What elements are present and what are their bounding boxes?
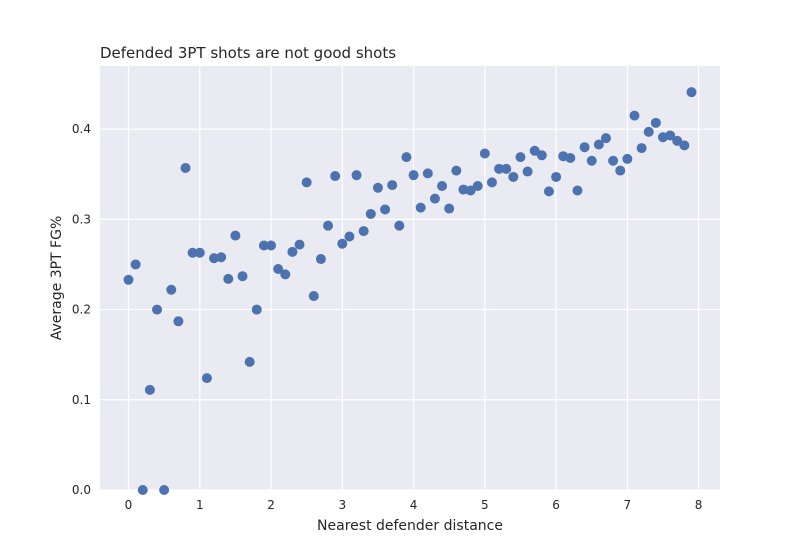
data-point	[600, 133, 611, 144]
data-point	[629, 110, 640, 121]
x-tick-label: 2	[267, 498, 275, 512]
data-point	[565, 153, 576, 164]
x-tick-label: 6	[552, 498, 560, 512]
data-point	[287, 246, 298, 257]
x-axis-label: Nearest defender distance	[317, 518, 503, 534]
data-point	[180, 162, 191, 173]
y-tick-labels: 0.0 0.1 0.2 0.3 0.4	[72, 122, 91, 497]
data-point	[501, 163, 512, 174]
data-point	[508, 171, 519, 182]
chart-title: Defended 3PT shots are not good shots	[100, 44, 396, 62]
data-point	[422, 168, 433, 179]
data-point	[479, 148, 490, 159]
x-tick-label: 0	[125, 498, 133, 512]
data-points	[123, 87, 697, 495]
data-point	[237, 271, 248, 282]
data-point	[173, 316, 184, 327]
grid-lines	[100, 66, 720, 491]
data-point	[251, 304, 262, 315]
data-point	[387, 180, 398, 191]
data-point	[551, 171, 562, 182]
data-point	[472, 180, 483, 191]
data-point	[650, 117, 661, 128]
x-tick-label: 4	[410, 498, 418, 512]
data-point	[636, 143, 647, 154]
data-point	[437, 180, 448, 191]
y-tick-label: 0.4	[72, 122, 91, 136]
data-point	[586, 155, 597, 166]
data-point	[494, 163, 505, 174]
data-point	[315, 254, 326, 265]
data-point	[444, 203, 455, 214]
data-point	[230, 230, 241, 241]
data-point	[159, 485, 170, 495]
data-point	[273, 263, 284, 274]
data-point	[166, 284, 177, 295]
data-point	[187, 247, 198, 258]
data-point	[294, 239, 305, 250]
data-point	[380, 204, 391, 215]
data-point	[665, 130, 676, 141]
data-point	[579, 142, 590, 153]
data-point	[615, 165, 626, 176]
x-tick-label: 8	[695, 498, 703, 512]
data-point	[123, 274, 134, 285]
data-point	[130, 259, 141, 270]
data-point	[330, 171, 341, 182]
data-point	[529, 145, 540, 156]
data-point	[308, 291, 319, 302]
data-point	[643, 126, 654, 137]
data-point	[429, 193, 440, 204]
data-point	[344, 231, 355, 242]
plot-background	[100, 66, 720, 490]
data-point	[216, 252, 227, 263]
data-point	[137, 485, 148, 495]
data-point	[301, 177, 312, 188]
x-tick-labels: 0 1 2 3 4 5 6 7 8	[125, 498, 703, 512]
data-point	[223, 273, 234, 284]
data-point	[351, 170, 362, 181]
data-point	[244, 356, 255, 367]
data-point	[415, 202, 426, 213]
data-point	[266, 240, 277, 251]
data-point	[572, 185, 583, 196]
x-tick-label: 1	[196, 498, 204, 512]
data-point	[543, 186, 554, 197]
data-point	[451, 165, 462, 176]
y-tick-label: 0.0	[72, 483, 91, 497]
data-point	[622, 153, 633, 164]
y-tick-label: 0.2	[72, 303, 91, 317]
data-point	[194, 247, 205, 258]
data-point	[144, 384, 155, 395]
data-point	[280, 269, 291, 280]
data-point	[465, 185, 476, 196]
data-point	[358, 226, 369, 237]
data-point	[152, 304, 163, 315]
data-point	[608, 155, 619, 166]
data-point	[522, 166, 533, 177]
x-tick-label: 3	[338, 498, 346, 512]
data-point	[593, 139, 604, 150]
data-point	[486, 177, 497, 188]
data-point	[201, 373, 212, 384]
y-tick-label: 0.1	[72, 393, 91, 407]
data-point	[672, 135, 683, 146]
x-tick-label: 5	[481, 498, 489, 512]
data-point	[679, 140, 690, 151]
data-point	[323, 220, 334, 231]
y-axis-label: Average 3PT FG%	[49, 216, 65, 341]
data-point	[258, 240, 269, 251]
data-point	[515, 152, 526, 163]
data-point	[394, 220, 405, 231]
data-point	[337, 238, 348, 249]
data-point	[365, 208, 376, 219]
data-point	[408, 170, 419, 181]
x-tick-label: 7	[624, 498, 632, 512]
data-point	[401, 152, 412, 163]
data-point	[686, 87, 697, 98]
data-point	[536, 150, 547, 161]
data-point	[372, 182, 383, 193]
y-tick-label: 0.3	[72, 212, 91, 226]
